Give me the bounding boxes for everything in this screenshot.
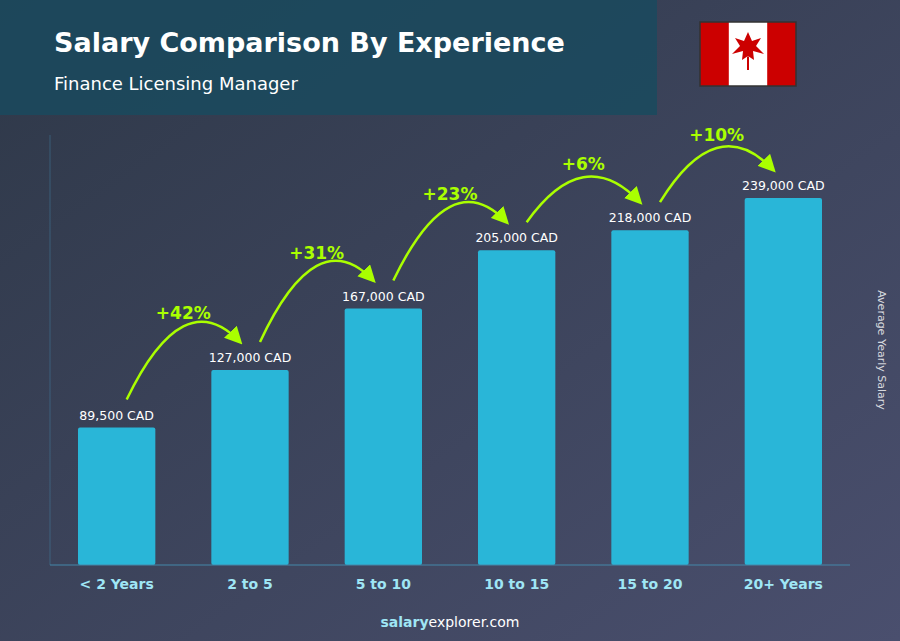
growth-label: +42%	[156, 303, 211, 323]
x-axis-line	[50, 565, 850, 566]
data-label: 205,000 CAD	[475, 230, 558, 245]
title: Salary Comparison By Experience	[54, 27, 565, 58]
flag-stripe	[767, 22, 796, 86]
data-label: 218,000 CAD	[609, 210, 692, 225]
bar	[345, 309, 422, 565]
flag	[700, 22, 796, 86]
background	[0, 0, 900, 641]
flag-field	[700, 22, 796, 86]
growth-label: +6%	[562, 154, 605, 174]
x-tick-label: 5 to 10	[356, 576, 412, 592]
growth-label: +23%	[423, 184, 478, 204]
growth-label: +31%	[289, 243, 344, 263]
growth-arrow	[393, 202, 506, 281]
subtitle: Finance Licensing Manager	[54, 73, 298, 94]
x-tick-label: < 2 Years	[80, 576, 154, 592]
header-band	[0, 0, 657, 115]
data-label: 127,000 CAD	[209, 350, 292, 365]
footer: salaryexplorer.com	[381, 614, 520, 630]
bar	[78, 428, 155, 565]
bar	[211, 370, 288, 565]
growth-arrow	[127, 322, 240, 400]
bar	[745, 198, 822, 565]
growth-label: +10%	[689, 125, 744, 145]
chart: Salary Comparison By Experience Finance L…	[0, 0, 900, 641]
x-tick-label: 20+ Years	[744, 576, 823, 592]
bars	[78, 198, 822, 565]
data-label: 167,000 CAD	[342, 289, 425, 304]
x-tick-label: 15 to 20	[617, 576, 682, 592]
footer-normal: explorer.com	[429, 614, 520, 630]
flag-leaf	[732, 32, 764, 70]
annotations: +42% +31% +23% +6% +10%	[127, 125, 774, 400]
growth-arrow	[260, 261, 373, 342]
footer-bold: salary	[381, 614, 429, 630]
growth-arrow	[660, 146, 773, 202]
x-tick-label: 10 to 15	[484, 576, 549, 592]
y-axis-line	[50, 135, 51, 565]
data-label: 89,500 CAD	[79, 408, 154, 423]
bar	[611, 230, 688, 565]
flag-border	[700, 22, 796, 86]
growth-arrow	[527, 176, 640, 222]
bar	[478, 250, 555, 565]
y-axis-label: Average Yearly Salary	[875, 290, 888, 410]
x-tick-label: 2 to 5	[227, 576, 273, 592]
flag-stripe	[700, 22, 729, 86]
data-label: 239,000 CAD	[742, 178, 825, 193]
